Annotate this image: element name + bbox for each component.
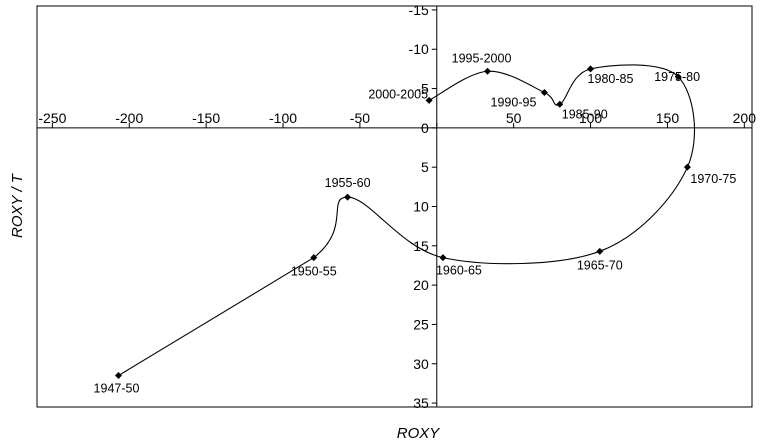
data-point-marker (596, 247, 604, 255)
y-tick-label: 0 (421, 120, 429, 136)
data-point-marker (114, 372, 122, 380)
x-tick-label: 50 (506, 110, 522, 126)
data-point-label: 1985-90 (562, 107, 608, 121)
data-point-label: 1990-95 (491, 95, 537, 109)
y-tick-label: 10 (413, 199, 429, 215)
data-point-label: 1965-70 (577, 258, 623, 272)
data-point-marker (310, 254, 318, 262)
data-point-label: 1955-60 (325, 176, 371, 190)
data-point-label: 1950-55 (291, 265, 337, 279)
y-tick-label: -15 (409, 2, 429, 18)
x-tick-label: 200 (733, 110, 757, 126)
x-tick-label: 100 (579, 110, 603, 126)
data-point-marker (439, 254, 447, 262)
x-axis-title: ROXY (397, 425, 441, 442)
ticks: -250 -200 -150 -100 -50 50 100 150 200-15-10-505… (37, 2, 756, 411)
data-point-label: 1970-75 (690, 172, 736, 186)
data-point-marker (540, 88, 548, 96)
y-tick-label: 20 (413, 277, 429, 293)
x-tick-label: -50 (350, 110, 370, 126)
y-tick-label: 25 (413, 316, 429, 332)
x-tick-label: -100 (269, 110, 297, 126)
data-point-marker (683, 163, 691, 171)
y-tick-label: 15 (413, 238, 429, 254)
y-tick-label: -10 (409, 41, 429, 57)
data-point-marker (425, 96, 433, 104)
x-tick-label: -200 (115, 110, 143, 126)
data-point-label: 1980-85 (588, 72, 634, 86)
plot-frame (36, 5, 753, 408)
x-tick-label: 150 (656, 110, 680, 126)
data-point-marker (587, 65, 595, 73)
data-point-marker (674, 73, 682, 81)
data-point-label: 2000-2005 (368, 87, 428, 101)
data-point-marker (344, 193, 352, 201)
y-tick-label: -5 (416, 81, 429, 97)
y-axis-title: ROXY / T (9, 172, 26, 238)
data-point-label: 1960-65 (436, 264, 482, 278)
data-point-marker (484, 67, 492, 75)
y-tick-label: 5 (421, 159, 429, 175)
x-tick-label: -150 (192, 110, 220, 126)
x-tick-label: -250 (38, 110, 66, 126)
data-point-label: 1947-50 (94, 382, 140, 396)
y-tick-label: 30 (413, 356, 429, 372)
data-points: 1947-50 1950-55 1955-60 1960-65 1965-70 1970-… (94, 51, 737, 395)
y-tick-label: 35 (413, 395, 429, 411)
data-point-label: 1975-80 (654, 70, 700, 84)
data-point-label: 1995-2000 (452, 51, 512, 65)
data-point-marker (556, 100, 564, 108)
